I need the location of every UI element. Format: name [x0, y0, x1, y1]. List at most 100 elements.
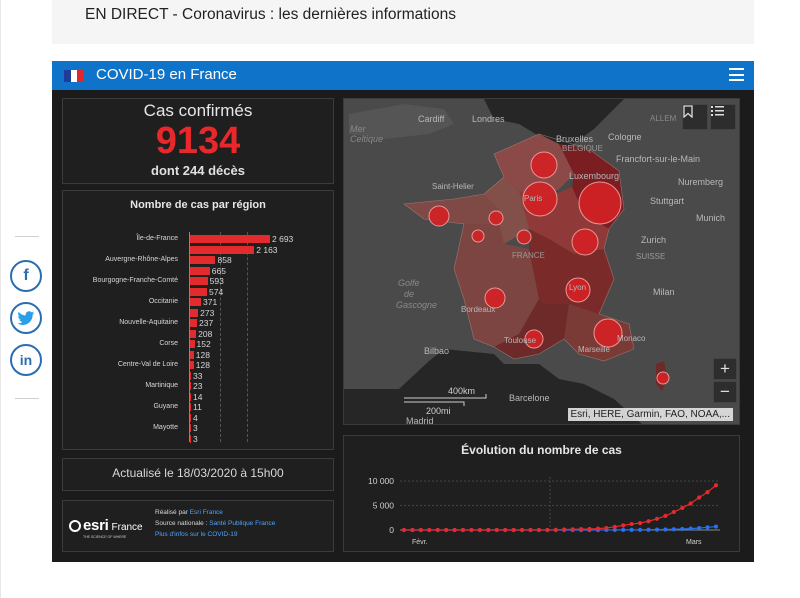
region-bar-row[interactable]: Martinique 23: [63, 381, 333, 391]
data-point: [427, 527, 432, 533]
confirmed-cases-panel: Cas confirmés 9134 dont 244 décès: [62, 98, 334, 184]
region-bar-row[interactable]: 14: [63, 392, 333, 402]
data-point: [553, 527, 558, 532]
data-point: [680, 505, 685, 511]
france-map[interactable]: Cardiff Londres Mer Celtique Bruxelles B…: [343, 98, 740, 425]
region-label: Occitanie: [148, 298, 178, 305]
region-bar-row[interactable]: 128: [63, 350, 333, 360]
y-tick-label: 5 000: [373, 501, 395, 511]
minus-icon: −: [720, 382, 730, 401]
scale-mi: 200mi: [426, 406, 451, 416]
region-bar-row[interactable]: Occitanie 371: [63, 297, 333, 307]
region-value: 4: [193, 412, 198, 423]
credit-label: Réalisé par: [155, 509, 190, 516]
region-bar[interactable]: [190, 287, 208, 296]
map-label: ALLEM: [650, 114, 677, 123]
data-point: [688, 526, 693, 531]
map-label: Barcelone: [509, 393, 550, 403]
region-bar[interactable]: [190, 392, 191, 401]
region-value: 593: [209, 276, 224, 286]
twitter-icon: [17, 310, 35, 325]
region-bar-row[interactable]: 4: [63, 413, 333, 423]
region-bar-row[interactable]: Corse 152: [63, 339, 333, 349]
map-label: Madrid: [406, 416, 434, 425]
map-label: FRANCE: [512, 251, 545, 260]
legend-button[interactable]: [710, 104, 736, 130]
region-value: 11: [193, 402, 202, 412]
region-bar[interactable]: [190, 382, 191, 390]
data-point: [654, 516, 660, 521]
map-label: Bruxelles: [556, 134, 594, 144]
y-tick-label: 10 000: [368, 476, 394, 486]
update-timestamp: Actualisé le 18/03/2020 à 15h00: [112, 466, 284, 480]
dashboard-title: COVID-19 en France: [96, 66, 237, 83]
data-point: [545, 527, 550, 533]
zoom-out-button[interactable]: −: [713, 381, 737, 403]
region-bar[interactable]: [190, 424, 191, 432]
region-bar[interactable]: [190, 298, 202, 306]
confirmed-label: Cas confirmés: [143, 101, 253, 120]
region-bar-row[interactable]: Mayotte 3: [63, 423, 333, 433]
region-bar-row[interactable]: 273: [63, 308, 333, 318]
french-flag-icon: [64, 70, 85, 82]
data-point: [511, 527, 516, 533]
data-point: [705, 490, 710, 495]
region-bar[interactable]: [190, 350, 194, 359]
bookmark-button[interactable]: [682, 104, 708, 130]
region-value: 2 693: [272, 234, 294, 244]
region-bar-row[interactable]: Auvergne-Rhône-Alpes 858: [63, 255, 333, 265]
region-bar[interactable]: [190, 256, 216, 264]
region-bar-row[interactable]: Nouvelle-Aquitaine 237: [63, 318, 333, 328]
region-bar-row[interactable]: Centre-Val de Loire 128: [63, 360, 333, 370]
region-bar[interactable]: [190, 277, 208, 285]
region-bar[interactable]: [190, 403, 191, 411]
region-bar[interactable]: [190, 361, 194, 369]
region-bar-row[interactable]: Île-de-France 2 693: [63, 234, 333, 244]
credits-panel: esri France THE SCIENCE OF WHERE Réalisé…: [62, 500, 334, 552]
data-point: [621, 527, 626, 533]
sante-publique-link[interactable]: Santé Publique France: [209, 520, 276, 527]
region-bar-row[interactable]: 665: [63, 266, 333, 276]
region-bar-row[interactable]: 33: [63, 371, 333, 381]
map-attribution[interactable]: Esri, HERE, Garmin, FAO, NOAA,...: [567, 408, 733, 421]
region-bar[interactable]: [190, 329, 197, 338]
region-label: Martinique: [145, 382, 178, 389]
more-info-link[interactable]: Plus d'infos sur le COVID-19: [155, 531, 238, 538]
region-bar[interactable]: [190, 413, 191, 422]
linkedin-share-button[interactable]: in: [10, 344, 42, 376]
data-point: [519, 527, 525, 533]
x-tick-label: Mars: [686, 539, 702, 546]
data-point: [663, 527, 668, 532]
region-value: 273: [200, 307, 215, 318]
esri-logo[interactable]: esri France: [69, 517, 143, 534]
logo-tagline: THE SCIENCE OF WHERE: [83, 535, 127, 539]
region-label: Nouvelle-Aquitaine: [119, 319, 178, 326]
region-bar[interactable]: [190, 266, 210, 275]
hamburger-menu-icon[interactable]: [729, 68, 744, 81]
article-headline[interactable]: EN DIRECT - Coronavirus : les dernières …: [85, 6, 456, 23]
region-bar-row[interactable]: 208: [63, 329, 333, 339]
facebook-share-button[interactable]: f: [10, 260, 42, 292]
region-bar[interactable]: [190, 235, 270, 243]
region-bar[interactable]: [190, 434, 191, 443]
region-bar-row[interactable]: 3: [63, 434, 333, 444]
data-point: [697, 525, 702, 531]
credits-text: Réalisé par Esri France Source nationale…: [155, 507, 275, 540]
region-value: 23: [193, 381, 203, 391]
region-bar[interactable]: [190, 319, 198, 327]
region-bar[interactable]: [190, 245, 255, 254]
region-bar[interactable]: [190, 340, 195, 348]
region-bar-row[interactable]: 2 163: [63, 245, 333, 255]
region-bar[interactable]: [190, 371, 191, 380]
esri-france-link[interactable]: Esri France: [189, 509, 223, 516]
evolution-chart: 10 000 5 000 0 Févr. Mars: [368, 476, 720, 546]
region-bar-row[interactable]: Guyane 11: [63, 402, 333, 412]
regions-panel: Nombre de cas par région Île-de-France 2 …: [62, 190, 334, 450]
map-canvas[interactable]: Cardiff Londres Mer Celtique Bruxelles B…: [344, 99, 740, 425]
twitter-share-button[interactable]: [10, 302, 42, 334]
bar-gridline: [247, 232, 248, 442]
region-bar-row[interactable]: 574: [63, 287, 333, 297]
region-bar[interactable]: [190, 308, 199, 317]
zoom-in-button[interactable]: +: [713, 358, 737, 380]
region-bar-row[interactable]: Bourgogne-Franche-Comté 593: [63, 276, 333, 286]
